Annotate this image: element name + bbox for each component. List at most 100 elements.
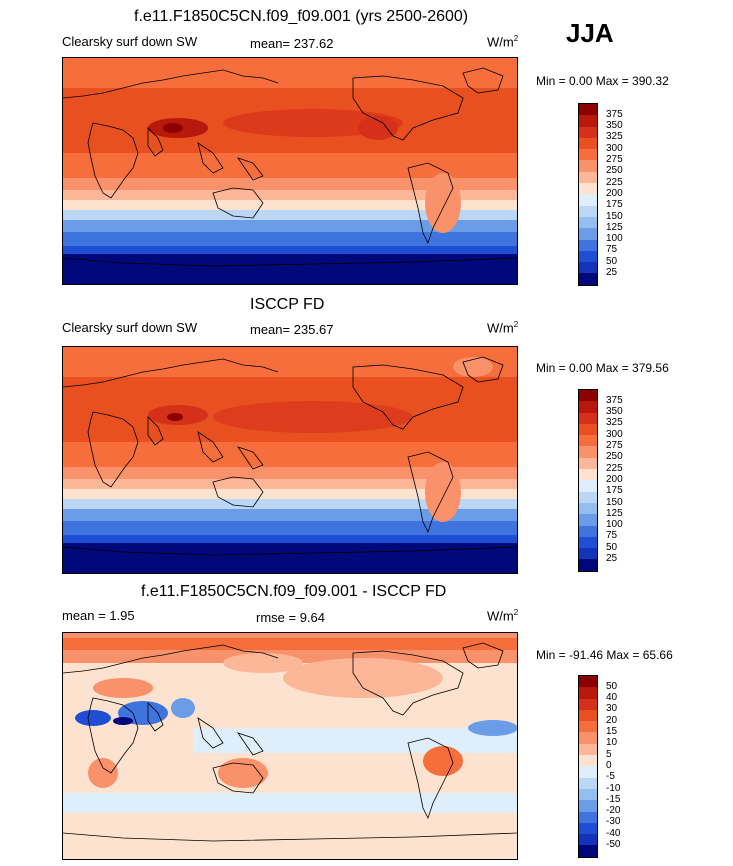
colorbar-tick-label: 350 — [606, 406, 623, 418]
colorbar-segment — [579, 390, 597, 402]
colorbar-segment — [579, 834, 597, 846]
colorbar-segment — [579, 457, 597, 470]
panel1-field-name: Clearsky surf down SW — [62, 34, 198, 49]
colorbar-tick-label: 350 — [606, 120, 623, 132]
panel3-units: W/m2 — [487, 608, 519, 624]
colorbar-segment — [579, 777, 597, 789]
colorbar-segment — [579, 687, 597, 699]
colorbar-tick-label: -15 — [606, 793, 621, 805]
colorbar-tick-label: 375 — [606, 394, 623, 406]
panel2-coastlines — [63, 356, 517, 556]
colorbar-tick-label: 275 — [606, 154, 623, 165]
colorbar-segment — [579, 250, 597, 263]
panel3-coastlines — [63, 642, 517, 842]
colorbar-tick-label: 40 — [606, 692, 618, 704]
colorbar-tick-label: 125 — [606, 221, 623, 233]
colorbar-tick-label: 275 — [606, 440, 623, 451]
panel2-units: W/m2 — [487, 320, 519, 336]
colorbar-segment — [579, 228, 597, 240]
colorbar-segment — [579, 194, 597, 206]
colorbar-segment — [579, 845, 597, 857]
panel1-colorbar: 375 350 325 300 275 250 225 200 175 150 125 100 75 50… — [578, 103, 623, 286]
colorbar-tick-label: 150 — [606, 210, 623, 222]
panel1-map — [62, 57, 518, 285]
colorbar-segment — [579, 525, 597, 537]
colorbar-tick-label: 50 — [606, 680, 618, 692]
colorbar-tick-label: 20 — [606, 714, 618, 726]
colorbar-segment — [579, 446, 597, 458]
colorbar-box — [578, 389, 598, 572]
colorbar-tick-label: 50 — [606, 541, 618, 553]
colorbar-tick-label: 10 — [606, 737, 618, 749]
colorbar-box — [578, 103, 598, 286]
panel2-mean: mean= 235.67 — [250, 322, 334, 337]
panel1-mean: mean= 237.62 — [250, 36, 334, 51]
colorbar-segment — [579, 205, 597, 217]
colorbar-segment — [579, 160, 597, 172]
colorbar-tick-label: 325 — [606, 417, 623, 429]
colorbar-tick-label: 50 — [606, 255, 618, 267]
colorbar-tick-label: 200 — [606, 187, 623, 199]
colorbar-tick-label: 300 — [606, 142, 623, 154]
colorbar-tick-label: -5 — [606, 771, 615, 783]
panel1-coastlines — [63, 67, 517, 267]
colorbar-segment — [579, 732, 597, 744]
panel1-title: f.e11.F1850C5CN.f09_f09.001 (yrs 2500-26… — [134, 8, 469, 25]
colorbar-tick-label: 150 — [606, 496, 623, 508]
colorbar-segment — [579, 423, 597, 436]
panel3-field-bands — [63, 633, 517, 859]
colorbar-segment — [579, 273, 597, 285]
panel2-title: ISCCP FD — [250, 296, 325, 313]
colorbar-segment — [579, 800, 597, 812]
panel2-minmax: Min = 0.00 Max = 379.56 — [536, 361, 669, 375]
panel3-minmax: Min = -91.46 Max = 65.66 — [536, 648, 673, 662]
colorbar-tick-label: 15 — [606, 726, 618, 737]
colorbar-segment — [579, 721, 597, 733]
panel2-map — [62, 346, 518, 574]
colorbar-segment — [579, 137, 597, 150]
colorbar-tick-label: 250 — [606, 451, 623, 463]
colorbar-tick-label: 75 — [606, 530, 618, 542]
colorbar-segment — [579, 480, 597, 492]
colorbar-segment — [579, 262, 597, 274]
colorbar-segment — [579, 171, 597, 184]
colorbar-tick-label: 200 — [606, 473, 623, 485]
colorbar-tick-label: 100 — [606, 233, 623, 245]
colorbar-segment — [579, 559, 597, 571]
season-label: JJA — [566, 18, 614, 48]
colorbar-segment — [579, 183, 597, 195]
colorbar-segment — [579, 536, 597, 549]
colorbar-segment — [579, 104, 597, 116]
panel3-colorbar: 50 40 30 20 15 10 5 0 -5 -10 -15 -20 -30 -40 -50 — [578, 675, 620, 858]
panel2-field-bands — [63, 347, 517, 573]
colorbar-tick-label: 225 — [606, 462, 623, 474]
colorbar-tick-label: 0 — [606, 759, 612, 771]
panel3-title: f.e11.F1850C5CN.f09_f09.001 - ISCCP FD — [141, 583, 447, 600]
panel3-map — [62, 632, 518, 860]
panel1-units: W/m2 — [487, 34, 519, 50]
panel2-field-name: Clearsky surf down SW — [62, 320, 198, 335]
colorbar-tick-label: 5 — [606, 748, 612, 760]
colorbar-box — [578, 675, 598, 858]
colorbar-segment — [579, 469, 597, 481]
colorbar-tick-label: 175 — [606, 199, 623, 211]
panel3-mean: mean = 1.95 — [62, 608, 135, 623]
colorbar-tick-label: 25 — [606, 267, 618, 278]
colorbar-segment — [579, 514, 597, 526]
colorbar-segment — [579, 149, 597, 161]
colorbar-tick-label: -40 — [606, 827, 621, 839]
colorbar-tick-label: -20 — [606, 805, 621, 817]
colorbar-segment — [579, 401, 597, 413]
colorbar-segment — [579, 676, 597, 688]
colorbar-tick-label: 125 — [606, 507, 623, 519]
panel1-minmax: Min = 0.00 Max = 390.32 — [536, 74, 669, 88]
panel2-colorbar: 375 350 325 300 275 250 225 200 175 150 125 100 75 50… — [578, 389, 623, 572]
colorbar-segment — [579, 502, 597, 515]
colorbar-tick-label: -50 — [606, 839, 621, 850]
colorbar-segment — [579, 435, 597, 447]
panel3-rmse: rmse = 9.64 — [256, 610, 326, 625]
colorbar-tick-label: 375 — [606, 108, 623, 120]
colorbar-segment — [579, 239, 597, 251]
colorbar-segment — [579, 822, 597, 835]
colorbar-tick-label: 25 — [606, 553, 618, 564]
